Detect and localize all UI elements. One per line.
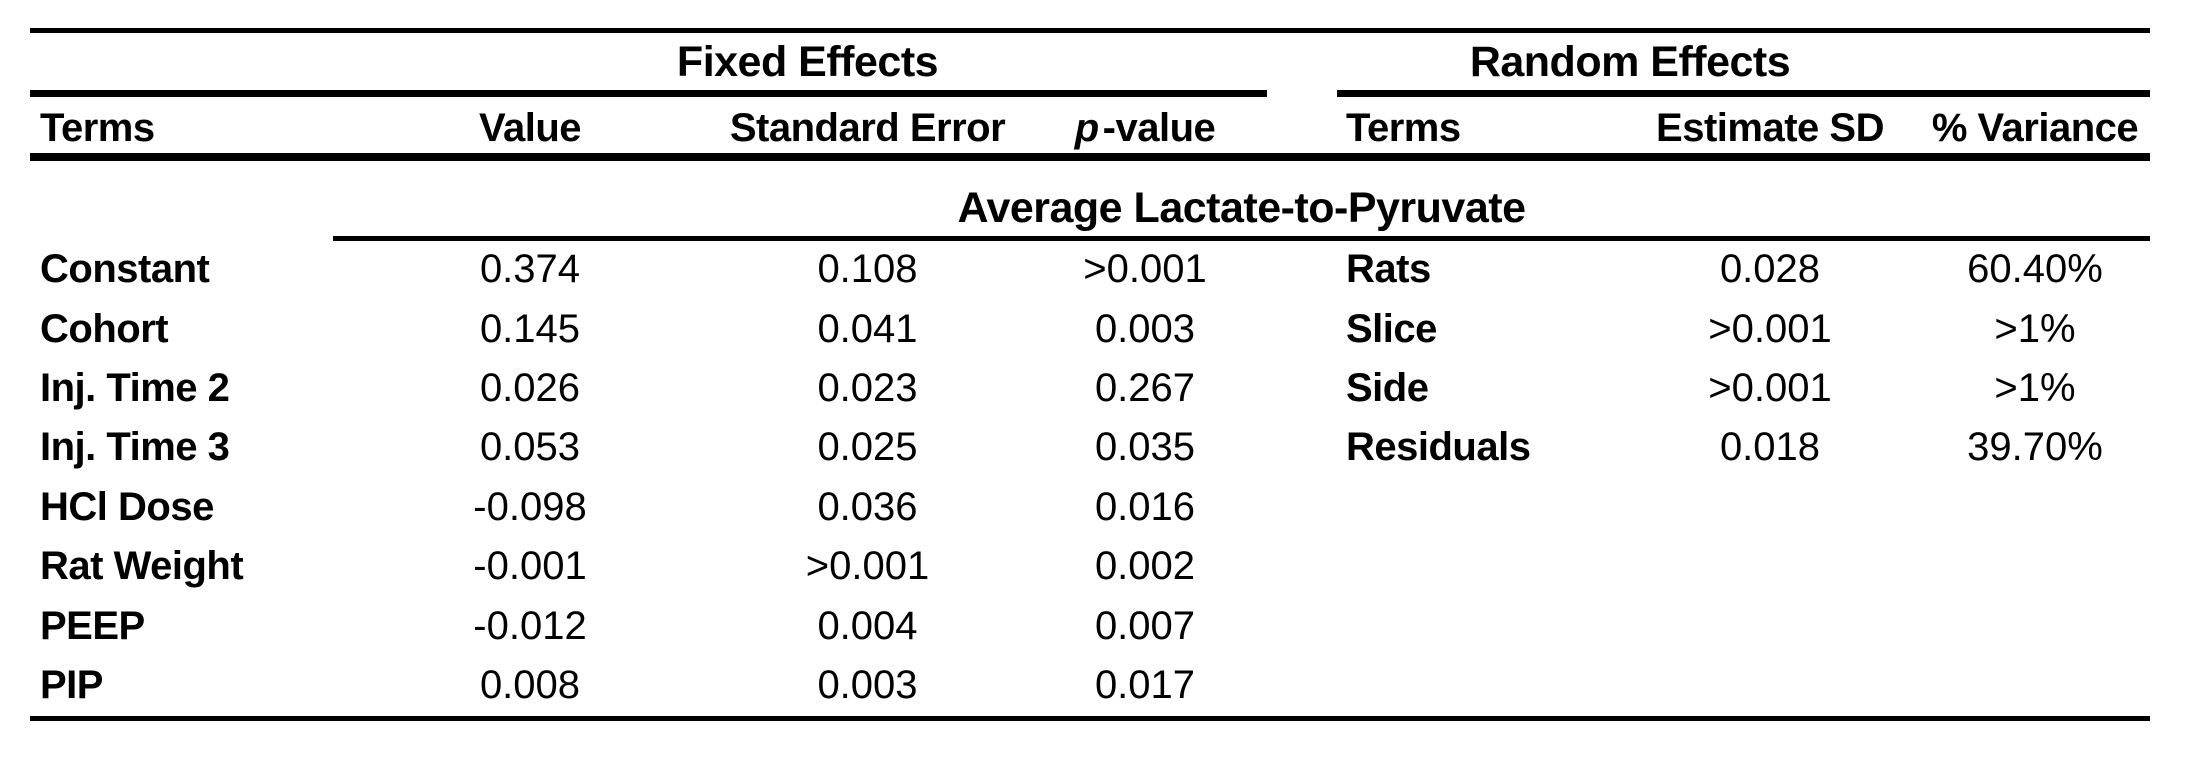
outcome-subtitle-text: Average Lactate-to-Pyruvate [957,184,1526,232]
table-row: PIP 0.008 0.003 0.017 [30,656,2150,715]
value-header: Value [478,105,582,150]
standard-error-cell: 0.023 [817,365,918,410]
fixed-term-label: Constant [40,247,210,292]
percent-variance-cell: 39.70% [1967,425,2103,470]
fixed-term-label: PIP [40,662,103,707]
table-row: Inj. Time 2 0.026 0.023 0.267 Side >0.00… [30,359,2150,418]
p-value-cell: 0.035 [1094,425,1196,470]
fixed-term-label: Cohort [40,306,169,351]
percent-variance-cell: >1% [1994,306,2076,351]
random-effects-underline [1337,90,2150,97]
p-value-header-suffix: -value [1102,105,1216,150]
random-term-label: Slice [1346,306,1437,351]
p-value-header: p -value [1075,106,1216,151]
random-terms-header: Terms [1346,105,1461,150]
fixed-term-label: HCl Dose [40,484,214,529]
p-value-cell: 0.017 [1094,662,1196,707]
standard-error-cell: 0.041 [817,306,918,351]
standard-error-cell: 0.036 [817,484,918,529]
estimate-sd-header: Estimate SD [1656,105,1884,150]
top-rule [30,28,2150,33]
random-term-label: Rats [1346,247,1431,292]
standard-error-cell: 0.004 [817,603,918,648]
value-cell: 0.053 [479,425,581,470]
table-row: Constant 0.374 0.108 >0.001 Rats 0.028 6… [30,240,2150,299]
value-cell: -0.001 [473,544,587,589]
p-value-cell: 0.267 [1094,365,1196,410]
random-term-label: Side [1346,365,1429,410]
value-cell: 0.145 [479,306,581,351]
p-value-cell: 0.003 [1094,306,1196,351]
value-cell: -0.012 [473,603,587,648]
estimate-sd-cell: 0.018 [1719,425,1821,470]
fixed-term-label: Inj. Time 3 [40,425,230,470]
percent-variance-header: % Variance [1931,105,2139,150]
fixed-effects-section-title: Fixed Effects [676,38,939,86]
p-value-header-p: p [1074,105,1099,150]
random-effects-section-title: Random Effects [1469,38,1791,86]
subtitle-underline [333,236,2150,241]
table-row: Inj. Time 3 0.053 0.025 0.035 Residuals … [30,418,2150,477]
outcome-subtitle: Average Lactate-to-Pyruvate [333,184,2150,233]
p-value-cell: 0.007 [1094,603,1196,648]
header-rule [30,153,2150,161]
p-value-cell: >0.001 [1083,247,1207,292]
estimate-sd-cell: >0.001 [1708,306,1832,351]
estimate-sd-cell: 0.028 [1719,247,1821,292]
standard-error-cell: >0.001 [805,544,930,589]
table-row: Cohort 0.145 0.041 0.003 Slice >0.001 >1… [30,299,2150,358]
fixed-term-label: Inj. Time 2 [40,365,230,410]
value-cell: -0.098 [473,484,587,529]
estimate-sd-cell: >0.001 [1708,365,1832,410]
p-value-cell: 0.002 [1094,544,1196,589]
mixed-effects-results-table: Fixed Effects Random Effects Terms Value… [30,0,2150,765]
fixed-terms-header: Terms [40,105,155,150]
random-term-label: Residuals [1346,425,1531,470]
percent-variance-cell: 60.40% [1967,247,2103,292]
percent-variance-cell: >1% [1994,365,2076,410]
p-value-cell: 0.016 [1094,484,1196,529]
column-header-row: Terms Value Standard Error p -value Terms… [30,102,2150,154]
standard-error-header: Standard Error [729,105,1006,150]
standard-error-cell: 0.108 [817,247,918,292]
table-row: HCl Dose -0.098 0.036 0.016 [30,478,2150,537]
table-row: Rat Weight -0.001 >0.001 0.002 [30,537,2150,596]
standard-error-cell: 0.003 [817,662,918,707]
value-cell: 0.008 [479,662,581,707]
value-cell: 0.374 [479,247,581,292]
fixed-effects-underline [30,90,1267,97]
fixed-term-label: PEEP [40,603,145,648]
table-row: PEEP -0.012 0.004 0.007 [30,596,2150,655]
fixed-term-label: Rat Weight [40,544,244,589]
standard-error-cell: 0.025 [817,425,918,470]
bottom-rule [30,716,2150,721]
value-cell: 0.026 [479,365,581,410]
data-rows: Constant 0.374 0.108 >0.001 Rats 0.028 6… [30,240,2150,715]
